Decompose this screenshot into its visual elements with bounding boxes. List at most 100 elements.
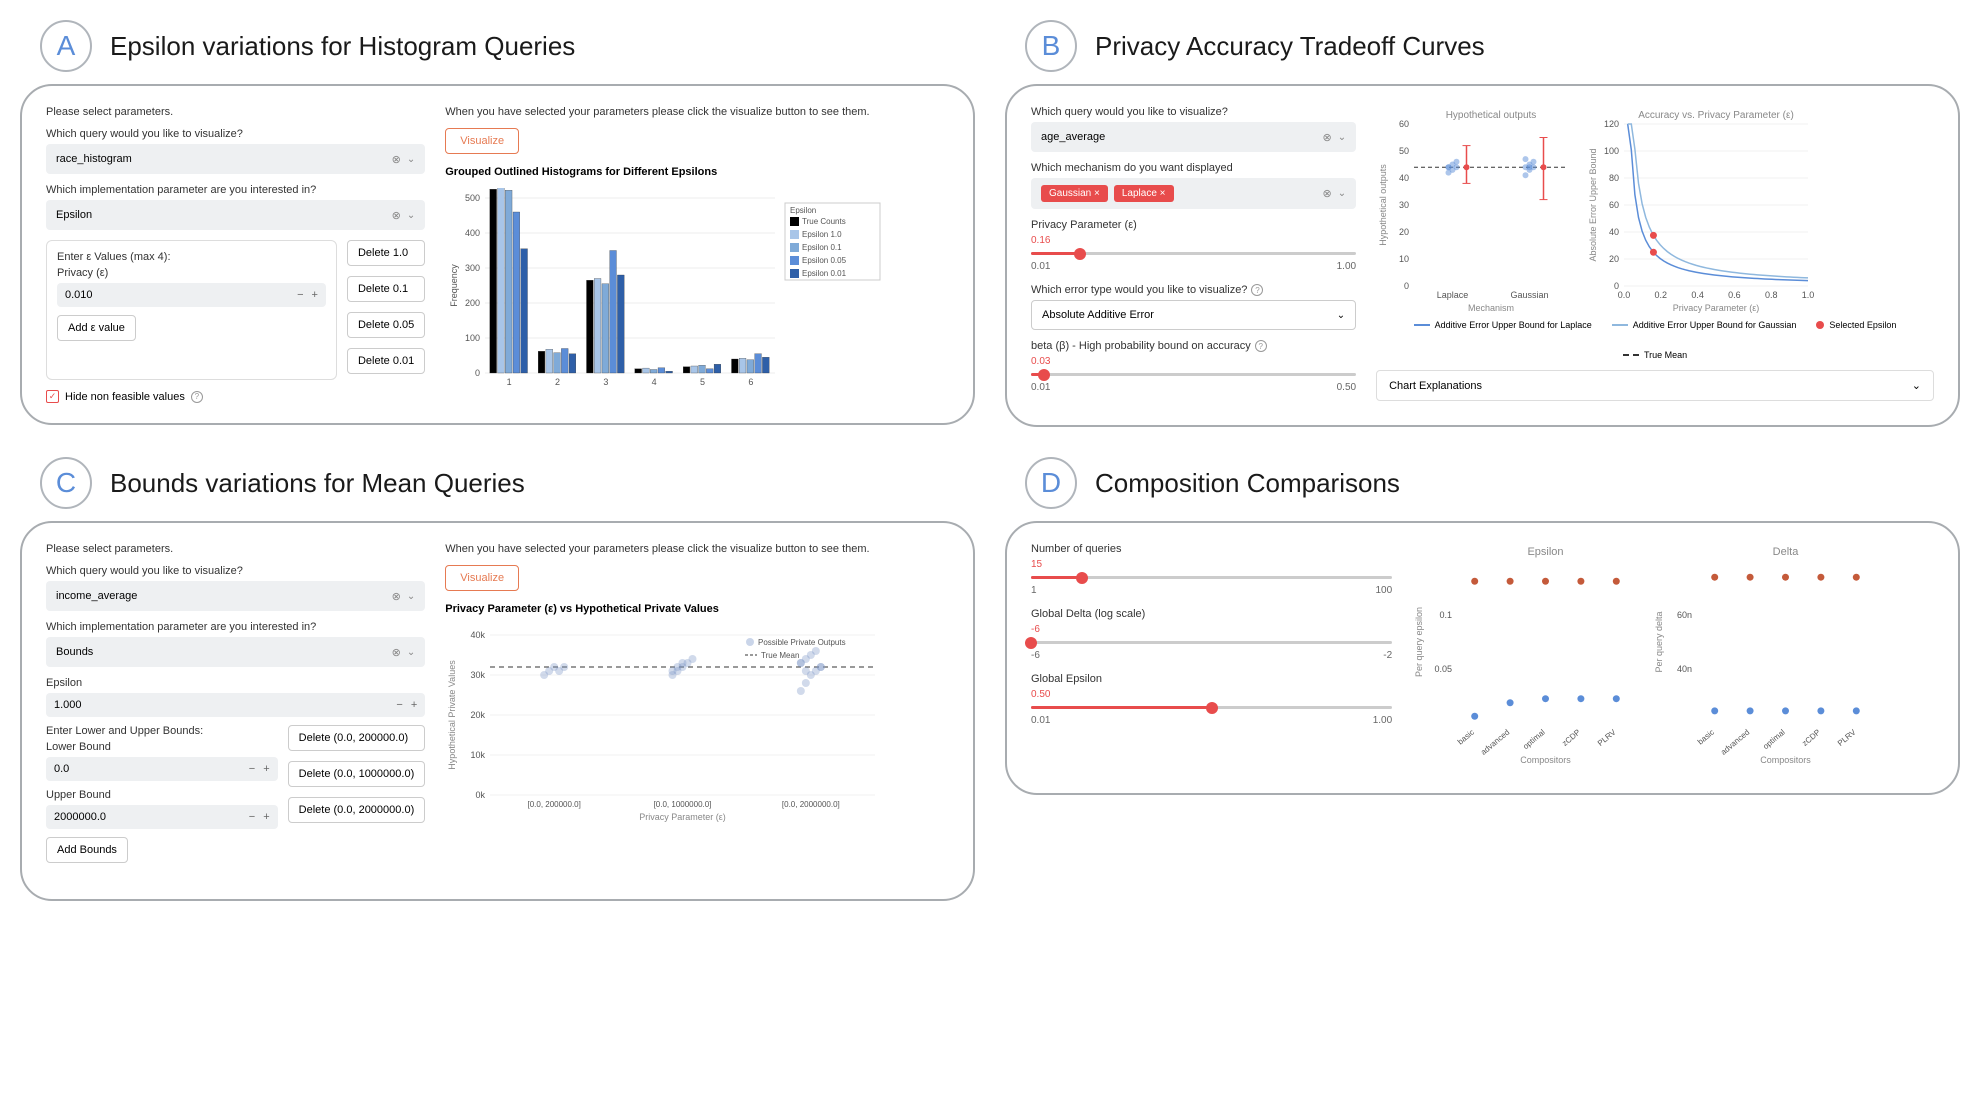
impl-select[interactable]: Epsilon ⊗⌄ xyxy=(46,200,425,230)
clear-icon[interactable]: ⊗ xyxy=(392,590,401,603)
letter-badge-c: C xyxy=(40,457,92,509)
clear-icon[interactable]: ⊗ xyxy=(392,646,401,659)
svg-text:0.6: 0.6 xyxy=(1728,290,1741,300)
svg-text:120: 120 xyxy=(1604,119,1619,129)
delete-bounds-button[interactable]: Delete (0.0, 2000000.0) xyxy=(288,797,426,823)
query-select[interactable]: race_histogram ⊗⌄ xyxy=(46,144,425,174)
impl-label: Which implementation parameter are you i… xyxy=(46,184,425,196)
beta-max: 0.50 xyxy=(1337,382,1356,393)
gd-slider[interactable] xyxy=(1031,641,1392,644)
add-eps-button[interactable]: Add ε value xyxy=(57,315,136,341)
legend-true-mean: True Mean xyxy=(1623,350,1687,360)
clear-icon[interactable]: ⊗ xyxy=(1322,131,1331,144)
chevron-down-icon[interactable]: ⌄ xyxy=(1338,188,1346,199)
hide-checkbox[interactable]: ✓ xyxy=(46,390,59,403)
svg-text:200: 200 xyxy=(465,298,480,308)
svg-text:40k: 40k xyxy=(471,630,486,640)
eps-input[interactable]: 1.000 −+ xyxy=(46,693,425,717)
gd-max: -2 xyxy=(1383,650,1392,661)
clear-icon[interactable]: ⊗ xyxy=(392,209,401,222)
chevron-down-icon[interactable]: ⌄ xyxy=(407,154,415,165)
nq-slider[interactable] xyxy=(1031,576,1392,579)
query-select[interactable]: age_average ⊗ ⌄ xyxy=(1031,122,1356,152)
privacy-slider[interactable] xyxy=(1031,252,1356,255)
svg-text:0.8: 0.8 xyxy=(1765,290,1778,300)
increment-button[interactable]: + xyxy=(263,763,269,775)
mechanism-select[interactable]: Gaussian × Laplace × ⊗ ⌄ xyxy=(1031,178,1356,209)
svg-text:Per query delta: Per query delta xyxy=(1654,611,1664,672)
nq-max: 100 xyxy=(1376,585,1393,596)
beta-slider[interactable] xyxy=(1031,373,1356,376)
nq-label: Number of queries xyxy=(1031,543,1392,555)
privacy-input[interactable]: 0.010 −+ xyxy=(57,283,326,307)
mechanism-chip[interactable]: Gaussian × xyxy=(1041,185,1108,202)
upper-input[interactable]: 2000000.0 −+ xyxy=(46,805,278,829)
help-icon[interactable]: ? xyxy=(191,391,203,403)
svg-text:Privacy Parameter (ε): Privacy Parameter (ε) xyxy=(639,812,726,822)
legend-selected: Selected Epsilon xyxy=(1816,320,1896,330)
svg-text:Epsilon: Epsilon xyxy=(790,206,816,215)
decrement-button[interactable]: − xyxy=(249,763,255,775)
privacy-max: 1.00 xyxy=(1337,261,1356,272)
lower-input[interactable]: 0.0 −+ xyxy=(46,757,278,781)
privacy-current: 0.16 xyxy=(1031,235,1356,246)
increment-button[interactable]: + xyxy=(312,289,318,301)
impl-select[interactable]: Bounds ⊗⌄ xyxy=(46,637,425,667)
svg-text:1.0: 1.0 xyxy=(1802,290,1815,300)
svg-text:4: 4 xyxy=(652,377,657,387)
delta-scatter-chart: Delta40n60nbasicadvancedoptimalzCDPPLRVC… xyxy=(1652,543,1882,773)
chart-explanations-accordion[interactable]: Chart Explanations ⌄ xyxy=(1376,370,1934,401)
chevron-down-icon[interactable]: ⌄ xyxy=(1338,132,1346,143)
hide-label: Hide non feasible values xyxy=(65,391,185,403)
svg-text:Gaussian: Gaussian xyxy=(1511,290,1549,300)
delete-eps-button[interactable]: Delete 1.0 xyxy=(347,240,425,266)
svg-text:0k: 0k xyxy=(476,790,486,800)
lower-label: Lower Bound xyxy=(46,741,278,753)
svg-text:Absolute Error Upper Bound: Absolute Error Upper Bound xyxy=(1588,148,1598,261)
help-icon[interactable]: ? xyxy=(1255,340,1267,352)
svg-text:0.2: 0.2 xyxy=(1655,290,1668,300)
help-icon[interactable]: ? xyxy=(1251,284,1263,296)
visualize-button[interactable]: Visualize xyxy=(445,128,519,154)
chevron-down-icon[interactable]: ⌄ xyxy=(407,647,415,658)
clear-icon[interactable]: ⊗ xyxy=(1322,187,1331,200)
query-value: age_average xyxy=(1041,131,1105,143)
delete-bounds-button[interactable]: Delete (0.0, 1000000.0) xyxy=(288,761,426,787)
privacy-param-label: Privacy Parameter (ε) xyxy=(1031,219,1356,231)
svg-text:Hypothetical outputs: Hypothetical outputs xyxy=(1378,164,1388,246)
visualize-button[interactable]: Visualize xyxy=(445,565,519,591)
decrement-button[interactable]: − xyxy=(249,811,255,823)
svg-text:Compositors: Compositors xyxy=(1520,755,1571,765)
svg-text:Compositors: Compositors xyxy=(1760,755,1811,765)
chevron-down-icon[interactable]: ⌄ xyxy=(407,591,415,602)
ge-slider[interactable] xyxy=(1031,706,1392,709)
query-select[interactable]: income_average ⊗⌄ xyxy=(46,581,425,611)
chevron-down-icon[interactable]: ⌄ xyxy=(1337,310,1345,321)
chevron-down-icon[interactable]: ⌄ xyxy=(407,210,415,221)
increment-button[interactable]: + xyxy=(411,699,417,711)
delete-eps-button[interactable]: Delete 0.05 xyxy=(347,312,425,338)
svg-text:True Mean: True Mean xyxy=(761,651,799,660)
increment-button[interactable]: + xyxy=(263,811,269,823)
error-select[interactable]: Absolute Additive Error ⌄ xyxy=(1031,300,1356,330)
beta-current: 0.03 xyxy=(1031,356,1356,367)
svg-text:50: 50 xyxy=(1399,146,1409,156)
bounds-scatter-chart: 0k10k20k30k40k[0.0, 200000.0][0.0, 10000… xyxy=(445,625,885,825)
mechanism-chip[interactable]: Laplace × xyxy=(1114,185,1174,202)
letter-badge-a: A xyxy=(40,20,92,72)
svg-text:Epsilon 0.05: Epsilon 0.05 xyxy=(802,256,847,265)
delete-bounds-button[interactable]: Delete (0.0, 200000.0) xyxy=(288,725,426,751)
svg-text:300: 300 xyxy=(465,263,480,273)
svg-text:0.1: 0.1 xyxy=(1440,610,1453,620)
svg-text:20k: 20k xyxy=(471,710,486,720)
delete-eps-button[interactable]: Delete 0.01 xyxy=(347,348,425,374)
chart-title-c: Privacy Parameter (ε) vs Hypothetical Pr… xyxy=(445,603,949,615)
svg-text:advanced: advanced xyxy=(1479,728,1511,757)
svg-text:100: 100 xyxy=(1604,146,1619,156)
delete-eps-button[interactable]: Delete 0.1 xyxy=(347,276,425,302)
decrement-button[interactable]: − xyxy=(396,699,402,711)
decrement-button[interactable]: − xyxy=(297,289,303,301)
clear-icon[interactable]: ⊗ xyxy=(392,153,401,166)
legend-laplace-line: Additive Error Upper Bound for Laplace xyxy=(1414,320,1592,330)
add-bounds-button[interactable]: Add Bounds xyxy=(46,837,128,863)
